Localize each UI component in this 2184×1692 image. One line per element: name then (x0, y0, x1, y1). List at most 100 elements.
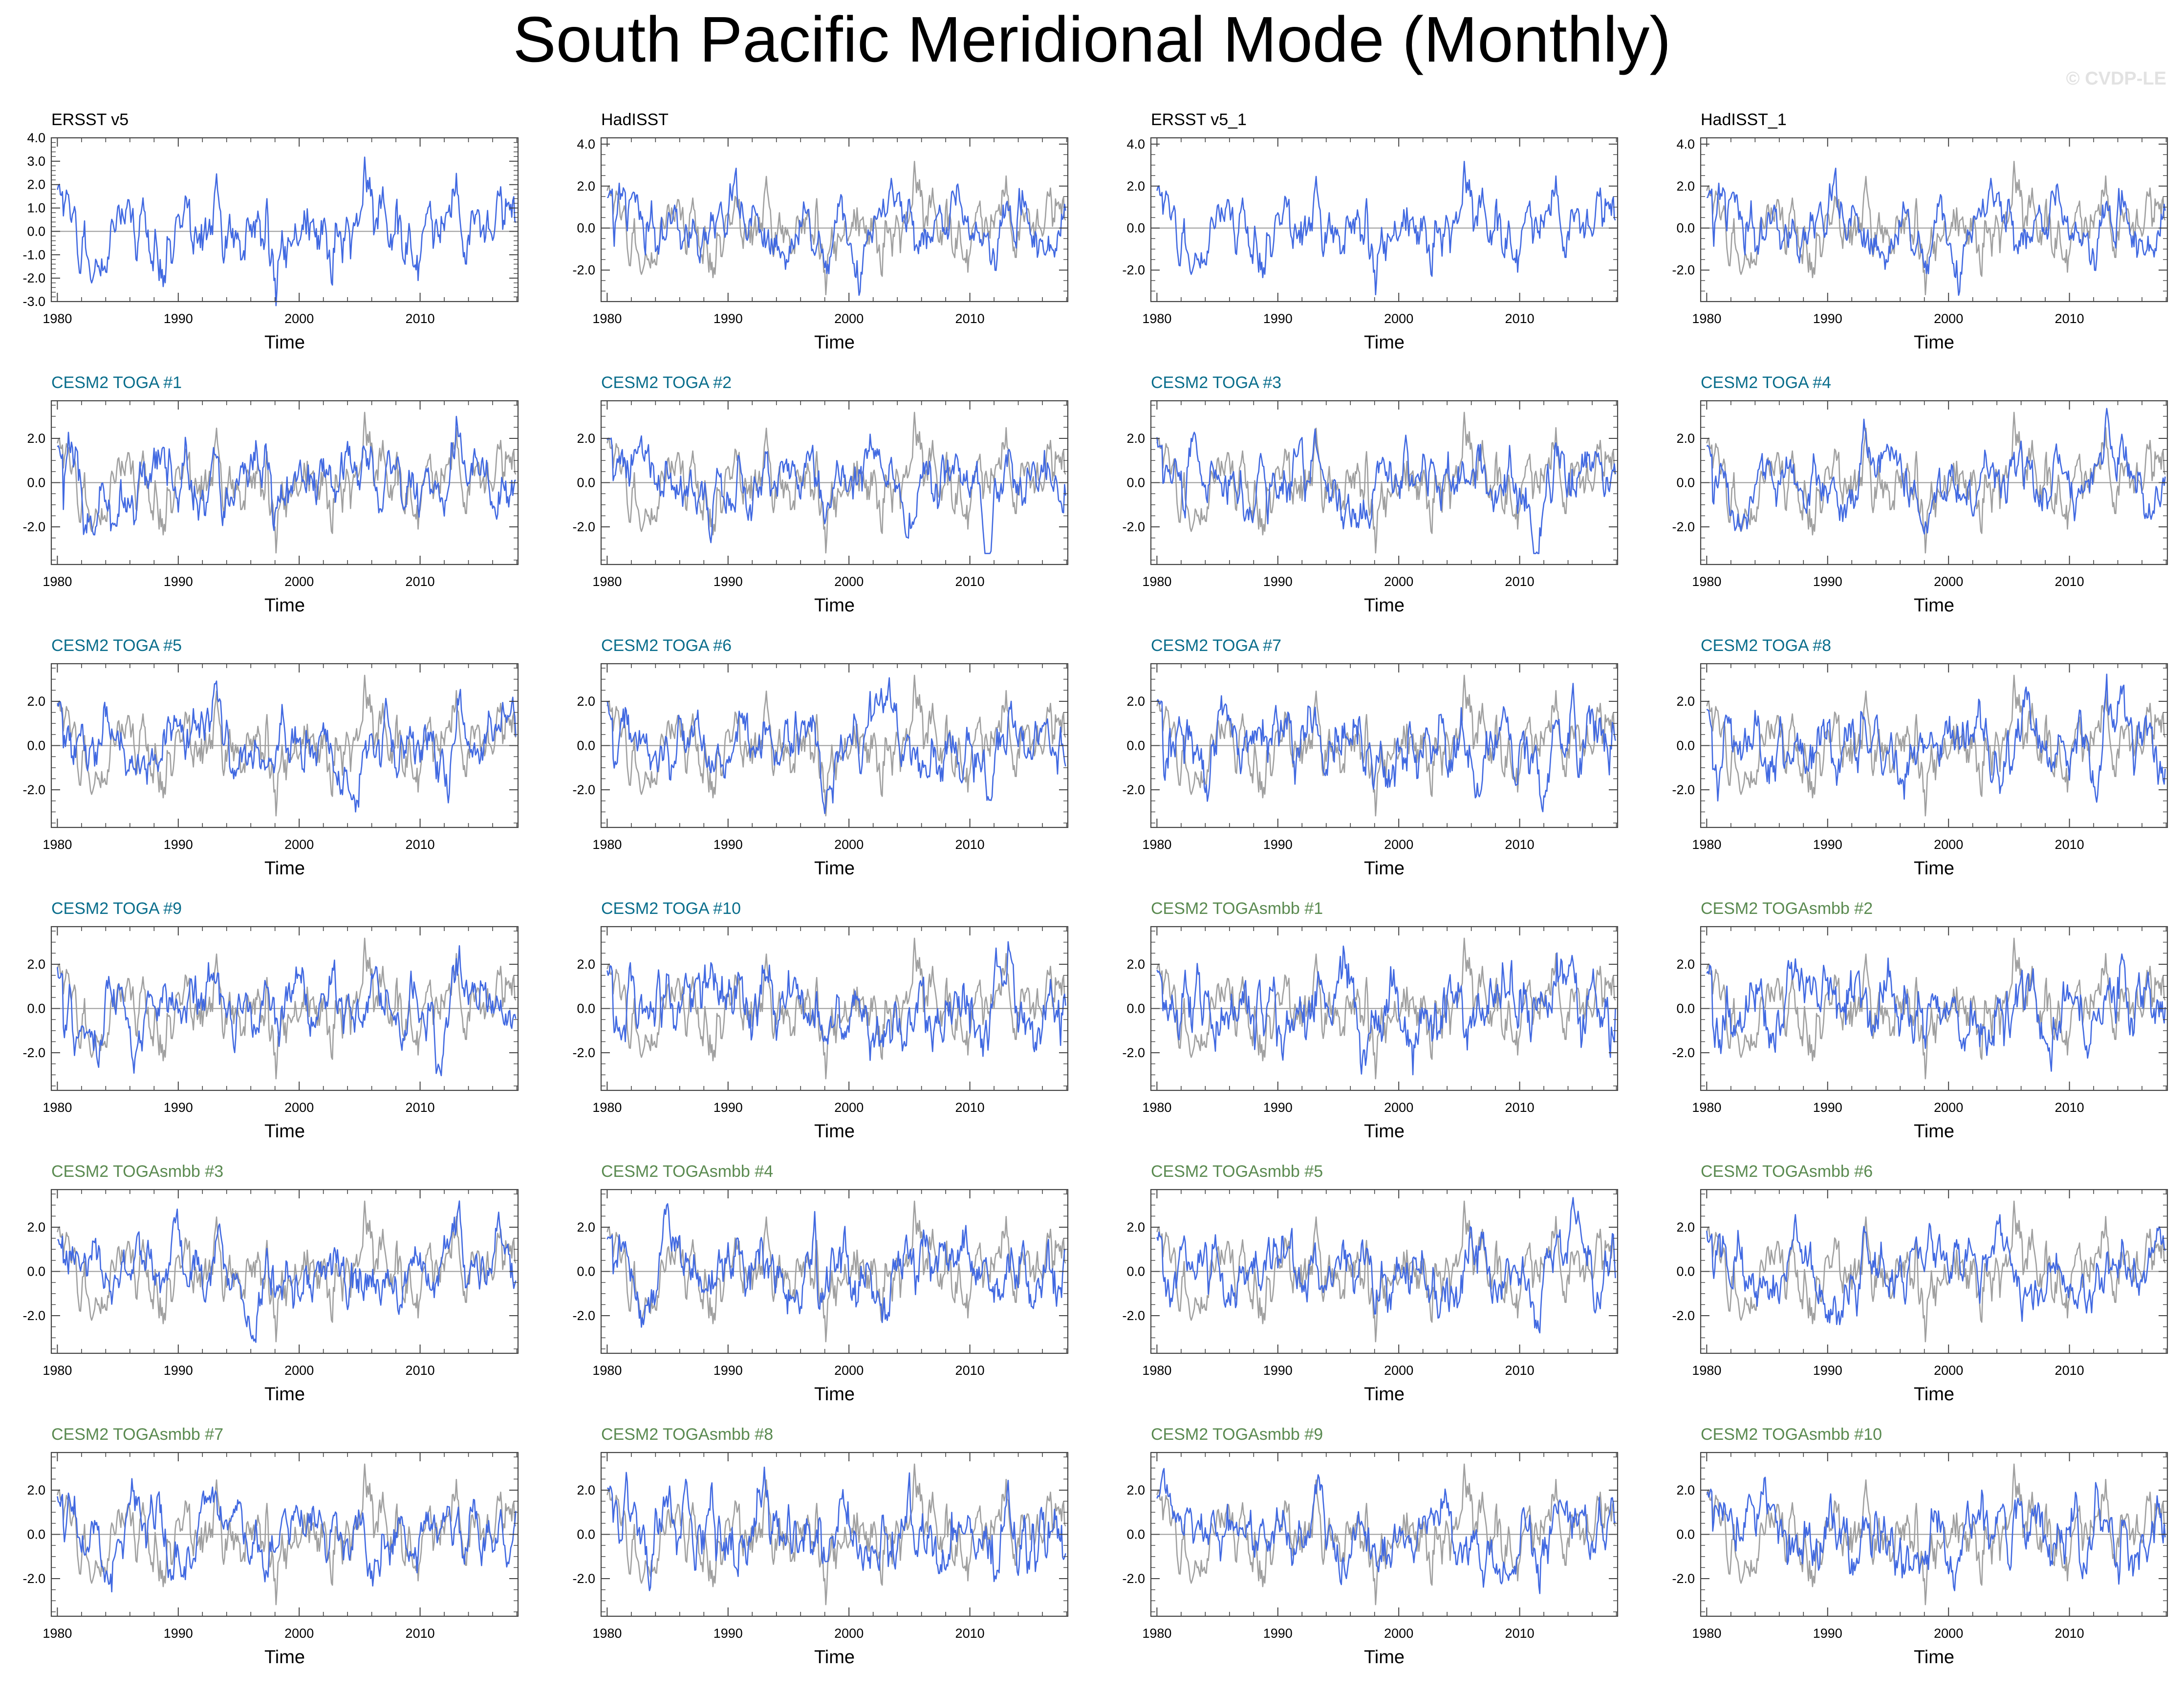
model-series-line (57, 1200, 517, 1343)
model-series-line (1156, 1197, 1616, 1334)
x-tick-label: 1980 (43, 574, 72, 589)
x-tick-label: 2010 (2055, 1626, 2084, 1641)
x-tick-label: 1990 (1813, 574, 1842, 589)
y-tick-label: 0.0 (27, 1264, 45, 1279)
x-tick-label: 2000 (1934, 837, 1963, 852)
panel-title: CESM2 TOGA #4 (1701, 373, 1831, 392)
x-tick-label: 1980 (43, 1626, 72, 1641)
y-tick-label: 2.0 (577, 694, 595, 709)
x-tick-label: 2010 (955, 311, 985, 326)
y-tick-label: 0.0 (1126, 221, 1145, 236)
chart-panel: CESM2 TOGA #10 1980 1990 2000 2010 -2.0 0.0 2.0… (572, 899, 1069, 1142)
obs-series-line (1156, 937, 1616, 1080)
obs-series-line (606, 161, 1066, 296)
x-tick-label: 2000 (284, 1100, 314, 1115)
panel-title: CESM2 TOGAsmbb #10 (1701, 1425, 1882, 1444)
chart-panel: HadISST 1980 1990 2000 2010 -2.0 0.0 2.0 4.0 Time (572, 110, 1069, 353)
y-tick-label: 0.0 (1676, 738, 1695, 753)
y-tick-label: 2.0 (1676, 1220, 1695, 1235)
x-tick-label: 2000 (834, 311, 864, 326)
y-tick-label: 0.0 (27, 224, 45, 239)
chart-panel: CESM2 TOGA #4 1980 1990 2000 2010 -2.0 0.0 2.0 T… (1672, 373, 2168, 616)
model-series-line (57, 945, 517, 1077)
x-tick-label: 1990 (1263, 837, 1293, 852)
x-tick-label: 2000 (1934, 1363, 1963, 1378)
x-tick-label: 2010 (955, 574, 985, 589)
x-tick-label: 2010 (1505, 1363, 1535, 1378)
x-tick-label: 2000 (834, 574, 864, 589)
y-tick-label: 2.0 (1126, 957, 1145, 972)
model-series-line (57, 156, 517, 306)
obs-series-line (57, 1463, 517, 1605)
obs-series-line (606, 674, 1066, 817)
y-tick-label: 4.0 (1676, 137, 1695, 152)
x-tick-label: 2010 (955, 1100, 985, 1115)
plot-frame (50, 137, 519, 303)
x-tick-label: 2010 (2055, 1100, 2084, 1115)
x-axis-title: Time (814, 1647, 855, 1668)
x-tick-label: 1990 (1813, 311, 1842, 326)
y-tick-label: -2.0 (22, 1308, 45, 1323)
panel-title: CESM2 TOGA #7 (1151, 636, 1281, 655)
x-axis-title: Time (264, 332, 305, 353)
panel-title: CESM2 TOGAsmbb #7 (51, 1425, 223, 1444)
x-tick-label: 2010 (1505, 1626, 1535, 1641)
model-series-line (1156, 945, 1616, 1076)
x-tick-label: 1990 (714, 1100, 743, 1115)
chart-panel: CESM2 TOGA #7 1980 1990 2000 2010 -2.0 0.0 2.0 T… (1122, 636, 1619, 879)
y-tick-label: 1.0 (27, 201, 45, 216)
x-tick-label: 1980 (1142, 837, 1171, 852)
x-tick-label: 2010 (955, 1626, 985, 1641)
y-tick-label: 0.0 (27, 1527, 45, 1542)
plot-frame (600, 137, 1069, 303)
panel-title: CESM2 TOGA #6 (601, 636, 732, 655)
x-axis-title: Time (1914, 1121, 1954, 1142)
panel-title: CESM2 TOGA #9 (51, 899, 182, 918)
y-tick-label: -2.0 (22, 782, 45, 797)
x-tick-label: 2000 (1384, 837, 1413, 852)
y-tick-label: 0.0 (1676, 1264, 1695, 1279)
x-tick-label: 2000 (1384, 311, 1413, 326)
model-series-line (1706, 168, 2166, 296)
x-axis-title: Time (814, 858, 855, 879)
y-tick-label: 2.0 (1126, 1483, 1145, 1497)
x-tick-label: 1980 (43, 1100, 72, 1115)
x-tick-label: 2000 (284, 1363, 314, 1378)
chart-panel: CESM2 TOGAsmbb #1 1980 1990 2000 2010 -2.0 0.0… (1122, 899, 1619, 1142)
chart-panel: CESM2 TOGAsmbb #6 1980 1990 2000 2010 -2.0 0.0… (1672, 1162, 2168, 1405)
x-tick-label: 1990 (714, 574, 743, 589)
y-tick-label: 2.0 (1126, 1220, 1145, 1235)
y-tick-label: -2.0 (572, 782, 595, 797)
x-axis-title: Time (814, 595, 855, 616)
chart-panel: ERSST v5_1 1980 1990 2000 2010 -2.0 0.0 2.0 4.0 T… (1122, 110, 1619, 353)
x-axis-title: Time (264, 1384, 305, 1405)
panel-title: CESM2 TOGAsmbb #2 (1701, 899, 1873, 918)
chart-panel: CESM2 TOGA #9 1980 1990 2000 2010 -2.0 0.0 2.0 T… (22, 899, 519, 1142)
chart-panel: CESM2 TOGAsmbb #9 1980 1990 2000 2010 -2.0 0.0… (1122, 1425, 1619, 1668)
x-tick-label: 2010 (406, 1363, 435, 1378)
x-tick-label: 1980 (1142, 311, 1171, 326)
y-tick-label: -2.0 (1672, 782, 1695, 797)
x-axis-title: Time (814, 1121, 855, 1142)
plot-frame (1150, 137, 1619, 303)
x-tick-label: 1990 (164, 837, 193, 852)
x-axis-title: Time (814, 1384, 855, 1405)
x-tick-label: 2000 (1934, 1100, 1963, 1115)
x-tick-label: 1990 (1263, 574, 1293, 589)
model-series-line (1707, 1476, 2166, 1591)
x-tick-label: 1990 (1813, 1100, 1842, 1115)
x-tick-label: 2000 (1934, 1626, 1963, 1641)
model-series-line (1706, 953, 2166, 1072)
y-tick-label: 2.0 (1676, 179, 1695, 194)
x-tick-label: 2010 (1505, 837, 1535, 852)
x-tick-label: 1980 (1142, 1100, 1171, 1115)
x-axis-title: Time (1364, 1647, 1405, 1668)
obs-series-line (1156, 674, 1616, 817)
x-tick-label: 1990 (164, 311, 193, 326)
y-tick-label: 2.0 (27, 694, 45, 709)
x-tick-label: 2000 (1934, 311, 1963, 326)
panel-title: CESM2 TOGAsmbb #6 (1701, 1162, 1873, 1181)
y-tick-label: 4.0 (27, 130, 45, 145)
obs-series-line (1156, 1200, 1616, 1343)
